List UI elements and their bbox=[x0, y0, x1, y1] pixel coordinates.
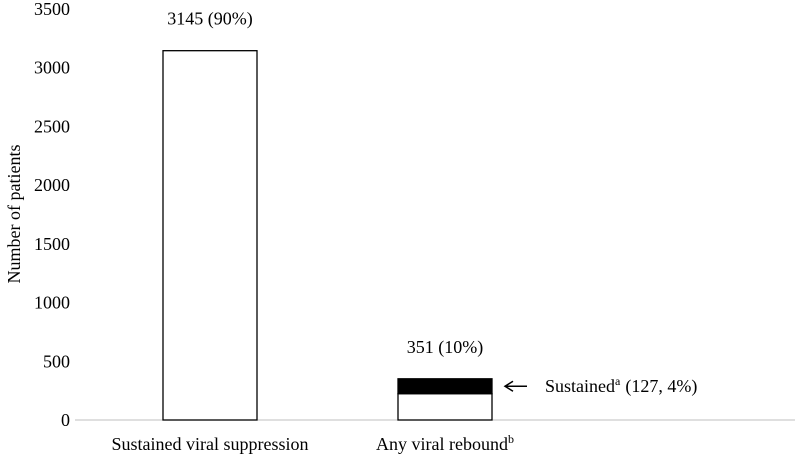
y-tick-label: 1500 bbox=[34, 234, 70, 254]
y-tick-label: 2500 bbox=[34, 116, 70, 136]
y-tick-label: 3500 bbox=[34, 0, 70, 19]
annotation-superscript: a bbox=[615, 374, 621, 388]
x-tick-label: Any viral reboundb bbox=[376, 432, 514, 454]
y-tick-label: 2000 bbox=[34, 175, 70, 195]
category-text: Sustained viral suppression bbox=[112, 434, 309, 454]
x-tick-label: Sustained viral suppression bbox=[112, 434, 309, 454]
bar-segment bbox=[397, 378, 493, 395]
y-axis-label: Number of patients bbox=[4, 145, 24, 284]
bar-segment bbox=[397, 393, 493, 421]
y-tick-label: 0 bbox=[61, 410, 70, 430]
y-tick-label: 1000 bbox=[34, 293, 70, 313]
bar-segment bbox=[162, 50, 258, 421]
data-label: 3145 (90%) bbox=[167, 9, 252, 30]
annotation-arrow bbox=[503, 380, 527, 392]
annotation-name: Sustained bbox=[545, 376, 615, 396]
category-text: Any viral rebound bbox=[376, 434, 508, 454]
data-label: 351 (10%) bbox=[407, 337, 483, 358]
y-tick-label: 500 bbox=[43, 351, 70, 371]
y-tick-label: 3000 bbox=[34, 58, 70, 78]
annotation: Sustaineda (127, 4%) bbox=[545, 374, 697, 397]
category-superscript: b bbox=[508, 432, 514, 446]
annotation-value: (127, 4%) bbox=[625, 376, 697, 397]
